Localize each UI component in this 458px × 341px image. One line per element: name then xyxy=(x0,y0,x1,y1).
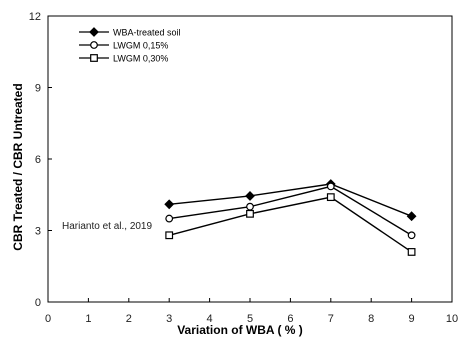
x-tick-label: 0 xyxy=(45,313,51,325)
data-point xyxy=(246,209,254,218)
x-tick-label: 9 xyxy=(409,313,415,325)
data-point xyxy=(326,182,335,191)
series-line xyxy=(169,196,412,253)
y-axis: 0 3 6 9 12 xyxy=(29,11,52,309)
legend-marker xyxy=(90,41,98,49)
data-point xyxy=(407,248,416,256)
series-3 xyxy=(165,193,416,256)
source-annotation: Harianto et al., 2019 xyxy=(62,221,152,232)
y-tick-label: 12 xyxy=(29,11,41,23)
y-tick-label: 6 xyxy=(35,154,41,166)
series-layer xyxy=(164,179,417,256)
x-tick-label: 5 xyxy=(247,313,253,325)
x-tick-label: 4 xyxy=(207,313,213,325)
x-tick-label: 7 xyxy=(328,313,334,325)
y-tick-label: 9 xyxy=(35,83,41,95)
legend-label: LWGM 0,30% xyxy=(113,54,168,64)
legend-marker xyxy=(89,27,99,37)
x-tick-label: 10 xyxy=(446,313,458,325)
y-tick-label: 0 xyxy=(35,297,41,309)
legend-label: WBA-treated soil xyxy=(113,28,181,38)
x-tick-label: 8 xyxy=(368,313,374,325)
legend-marker xyxy=(90,54,98,62)
x-axis-title: Variation of WBA ( % ) xyxy=(177,323,303,337)
x-tick-label: 6 xyxy=(287,313,293,325)
legend-item: LWGM 0,30% xyxy=(79,54,168,64)
data-point xyxy=(326,193,335,202)
series-line xyxy=(169,185,412,236)
data-point xyxy=(407,231,416,240)
y-tick-label: 3 xyxy=(35,226,41,238)
plot-frame xyxy=(47,15,453,303)
legend-item: WBA-treated soil xyxy=(79,27,181,38)
data-point xyxy=(165,231,174,240)
legend: WBA-treated soil LWGM 0,15% LWGM 0,30% xyxy=(79,27,181,64)
series-2 xyxy=(165,182,416,240)
data-point xyxy=(406,211,417,222)
legend-label: LWGM 0,15% xyxy=(113,41,168,51)
x-tick-label: 2 xyxy=(126,313,132,325)
x-tick-label: 3 xyxy=(166,313,172,325)
x-tick-label: 1 xyxy=(85,313,91,325)
data-point xyxy=(246,202,254,211)
data-point xyxy=(245,191,255,201)
data-point xyxy=(165,214,174,223)
data-point xyxy=(164,199,175,210)
legend-item: LWGM 0,15% xyxy=(79,41,168,51)
x-axis: 0 1 2 3 4 5 6 7 8 9 10 xyxy=(45,298,458,325)
y-axis-title: CBR Treated / CBR Untreated xyxy=(11,83,25,250)
series-line xyxy=(169,183,412,217)
